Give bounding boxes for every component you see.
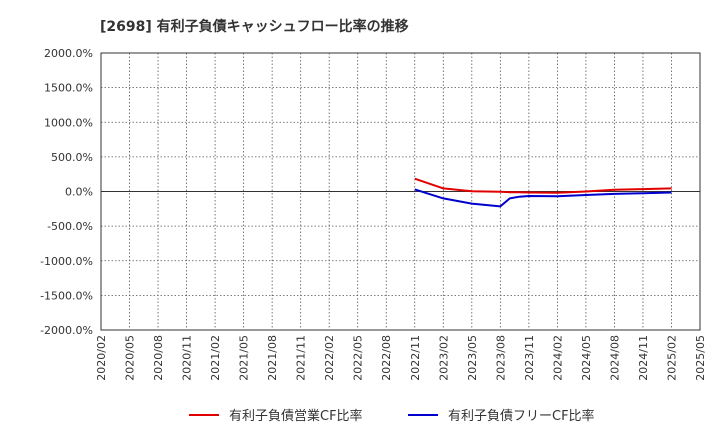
y-axis-ticks: 2000.0% 1500.0% 1000.0% 500.0% 0.0% -500.0% -1… <box>40 47 93 337</box>
x-tick-label: 2022/11 <box>409 335 422 381</box>
legend-label-2: 有利子負債フリーCF比率 <box>448 408 595 424</box>
x-tick-label: 2022/02 <box>323 335 336 381</box>
series-layer <box>414 177 672 208</box>
y-tick-label: -2000.0% <box>40 324 93 337</box>
series-line-1 <box>414 177 672 194</box>
y-tick-label: 500.0% <box>51 151 93 164</box>
x-tick-label: 2024/08 <box>608 335 621 381</box>
chart-title: [2698] 有利子負債キャッシュフロー比率の推移 <box>100 18 409 35</box>
x-tick-label: 2020/02 <box>95 335 108 381</box>
x-tick-label: 2021/05 <box>238 335 251 381</box>
x-tick-label: 2023/02 <box>437 335 450 381</box>
x-tick-label: 2020/11 <box>181 335 194 381</box>
legend-label-1: 有利子負債営業CF比率 <box>229 408 363 424</box>
y-tick-label: -500.0% <box>47 220 93 233</box>
x-tick-label: 2021/08 <box>266 335 279 381</box>
grid-layer <box>100 52 701 331</box>
x-tick-label: 2024/05 <box>580 335 593 381</box>
x-tick-label: 2020/05 <box>124 335 137 381</box>
y-tick-label: -1500.0% <box>40 289 93 302</box>
y-tick-label: 2000.0% <box>44 47 93 60</box>
x-tick-label: 2022/05 <box>352 335 365 381</box>
plot-border <box>100 52 701 331</box>
y-tick-label: 1500.0% <box>44 82 93 95</box>
series-line-2 <box>414 188 672 208</box>
x-tick-label: 2023/11 <box>523 335 536 381</box>
y-tick-label: 1000.0% <box>44 116 93 129</box>
x-tick-label: 2024/11 <box>637 335 650 381</box>
x-tick-label: 2024/02 <box>551 335 564 381</box>
x-tick-label: 2022/08 <box>380 335 393 381</box>
x-tick-label: 2021/11 <box>295 335 308 381</box>
y-tick-label: -1000.0% <box>40 255 93 268</box>
x-tick-label: 2025/02 <box>665 335 678 381</box>
x-tick-label: 2020/08 <box>152 335 165 381</box>
y-tick-label: 0.0% <box>65 186 93 199</box>
legend: 有利子負債営業CF比率 有利子負債フリーCF比率 <box>189 408 595 424</box>
x-axis-ticks: 2020/02 2020/05 2020/08 2020/11 2021/02 2021/… <box>95 335 707 381</box>
x-tick-label: 2023/08 <box>494 335 507 381</box>
x-tick-label: 2023/05 <box>466 335 479 381</box>
x-tick-label: 2021/02 <box>209 335 222 381</box>
x-tick-label: 2025/05 <box>694 335 707 381</box>
